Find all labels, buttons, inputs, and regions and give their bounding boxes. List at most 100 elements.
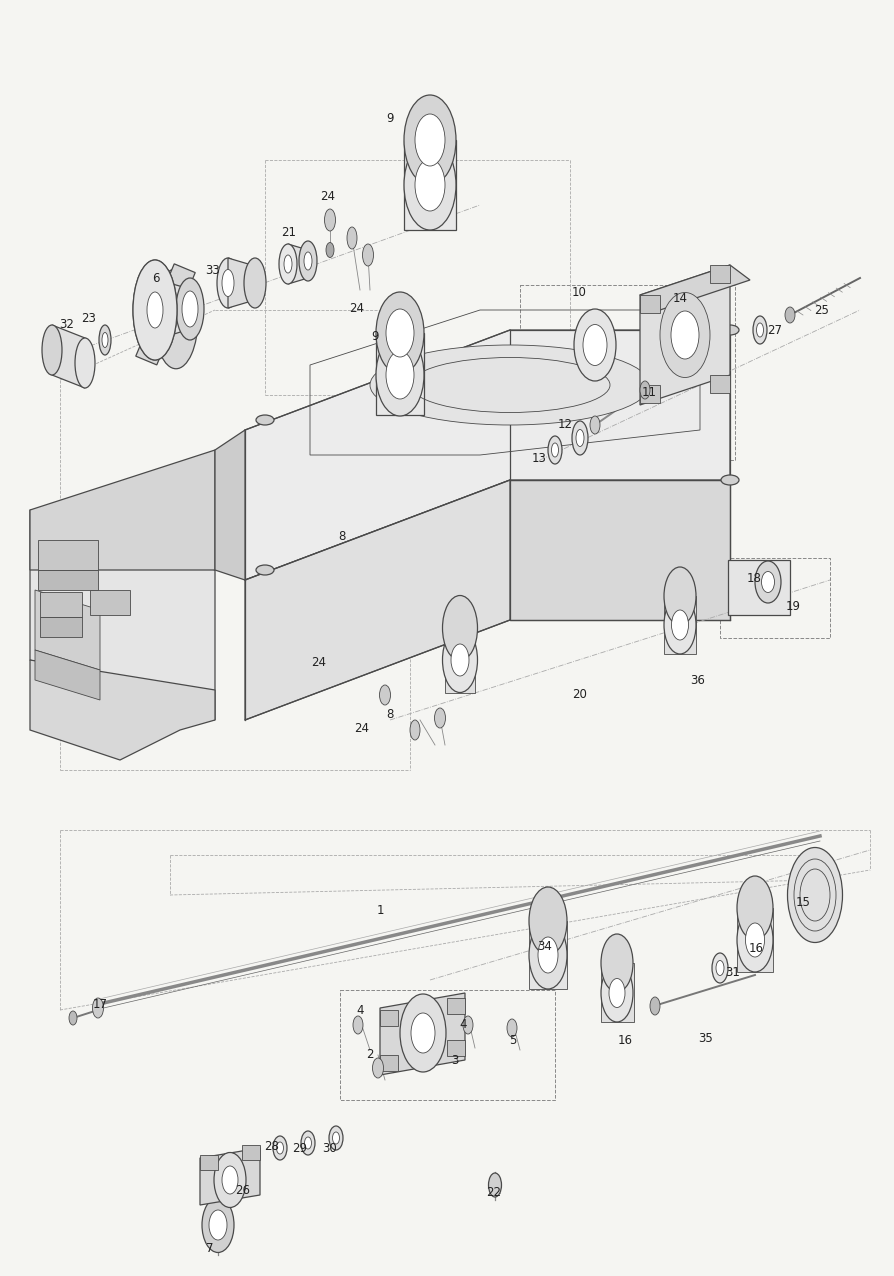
Text: 8: 8 <box>338 530 346 542</box>
Text: 8: 8 <box>386 708 393 721</box>
Bar <box>447 1040 465 1057</box>
Bar <box>710 265 730 283</box>
Ellipse shape <box>785 308 795 323</box>
Ellipse shape <box>756 323 763 337</box>
Text: 16: 16 <box>748 942 763 954</box>
Polygon shape <box>228 258 255 308</box>
Bar <box>40 592 82 618</box>
Ellipse shape <box>552 443 559 457</box>
Bar <box>520 285 735 461</box>
Polygon shape <box>380 993 465 1074</box>
Ellipse shape <box>222 269 234 296</box>
Text: 9: 9 <box>386 111 393 125</box>
Bar <box>40 618 82 637</box>
Ellipse shape <box>574 309 616 382</box>
Text: 14: 14 <box>672 291 687 305</box>
Polygon shape <box>215 430 245 581</box>
Text: 18: 18 <box>746 572 762 584</box>
Text: 19: 19 <box>786 601 800 614</box>
Polygon shape <box>601 963 634 1022</box>
Text: 4: 4 <box>460 1018 467 1031</box>
Ellipse shape <box>214 1152 246 1207</box>
Ellipse shape <box>590 416 600 434</box>
Ellipse shape <box>400 994 446 1072</box>
Bar <box>340 990 555 1100</box>
Ellipse shape <box>141 279 169 341</box>
Ellipse shape <box>572 421 588 456</box>
Text: 32: 32 <box>60 319 74 332</box>
Ellipse shape <box>415 160 445 211</box>
Ellipse shape <box>443 628 477 693</box>
Polygon shape <box>52 325 85 388</box>
Ellipse shape <box>217 258 239 308</box>
Ellipse shape <box>362 244 374 265</box>
Text: 35: 35 <box>698 1031 713 1045</box>
Polygon shape <box>737 909 773 972</box>
Polygon shape <box>136 264 195 365</box>
Ellipse shape <box>755 561 781 604</box>
Ellipse shape <box>463 1016 473 1034</box>
Text: 6: 6 <box>152 272 160 285</box>
Text: 10: 10 <box>571 287 586 300</box>
Ellipse shape <box>92 998 104 1018</box>
Text: 22: 22 <box>486 1187 502 1199</box>
Ellipse shape <box>276 1142 283 1154</box>
Ellipse shape <box>202 1197 234 1253</box>
Bar <box>640 295 660 313</box>
Ellipse shape <box>347 227 357 249</box>
Ellipse shape <box>411 1013 435 1053</box>
Polygon shape <box>245 330 730 581</box>
Ellipse shape <box>305 1137 311 1148</box>
Polygon shape <box>640 265 730 404</box>
Ellipse shape <box>664 596 696 655</box>
Ellipse shape <box>244 258 266 308</box>
Ellipse shape <box>721 325 739 336</box>
Text: 9: 9 <box>371 330 379 343</box>
Ellipse shape <box>256 415 274 425</box>
Ellipse shape <box>329 1125 343 1150</box>
Ellipse shape <box>209 1210 227 1240</box>
Ellipse shape <box>353 1016 363 1034</box>
Ellipse shape <box>737 877 773 940</box>
Ellipse shape <box>376 334 424 416</box>
Bar <box>728 560 790 615</box>
Text: 3: 3 <box>451 1054 459 1067</box>
Ellipse shape <box>507 1020 517 1037</box>
Ellipse shape <box>721 475 739 485</box>
Ellipse shape <box>788 847 842 943</box>
Polygon shape <box>245 480 510 720</box>
Bar <box>447 998 465 1014</box>
Ellipse shape <box>99 325 111 355</box>
Ellipse shape <box>404 94 456 185</box>
Ellipse shape <box>737 909 773 972</box>
Polygon shape <box>155 279 190 339</box>
Ellipse shape <box>75 338 95 388</box>
Ellipse shape <box>443 596 477 661</box>
Ellipse shape <box>304 251 312 271</box>
Text: 21: 21 <box>282 227 297 240</box>
Ellipse shape <box>370 345 650 425</box>
Polygon shape <box>445 628 475 693</box>
Text: 4: 4 <box>356 1003 364 1017</box>
Polygon shape <box>510 480 730 620</box>
Polygon shape <box>664 596 696 655</box>
Polygon shape <box>640 265 750 310</box>
Ellipse shape <box>176 278 204 339</box>
Ellipse shape <box>529 921 567 989</box>
Ellipse shape <box>640 382 650 399</box>
Ellipse shape <box>376 292 424 374</box>
Ellipse shape <box>671 311 699 359</box>
Text: 26: 26 <box>235 1184 250 1197</box>
Bar <box>38 570 98 590</box>
Text: 24: 24 <box>350 301 365 314</box>
Ellipse shape <box>664 567 696 625</box>
Bar <box>640 385 660 403</box>
Text: 28: 28 <box>265 1141 280 1154</box>
Polygon shape <box>200 1148 260 1205</box>
Text: 2: 2 <box>367 1049 374 1062</box>
Ellipse shape <box>434 708 445 729</box>
Ellipse shape <box>299 241 317 281</box>
Ellipse shape <box>576 430 584 447</box>
Ellipse shape <box>753 316 767 345</box>
Ellipse shape <box>538 937 558 974</box>
